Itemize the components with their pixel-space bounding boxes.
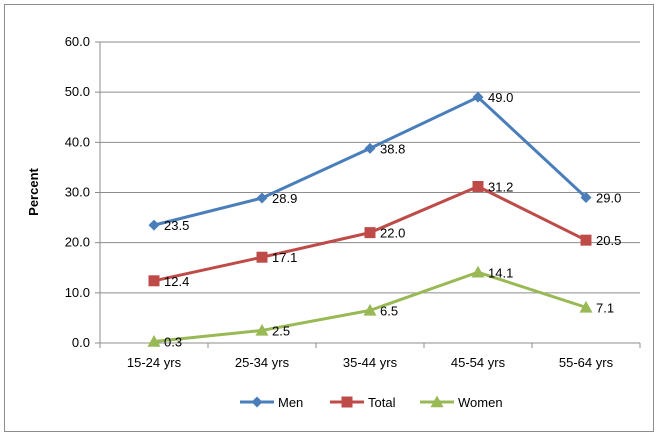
y-tick-label: 0.0	[72, 335, 90, 350]
data-point-marker	[471, 265, 485, 278]
data-label: 14.1	[488, 265, 513, 280]
data-label: 31.2	[488, 179, 513, 194]
y-tick-label: 40.0	[65, 134, 90, 149]
data-labels: 23.5 28.9 38.8 49.0 29.0 12.4 17.1 22.0 31.2 20.5…	[164, 90, 621, 349]
y-tick-label: 30.0	[65, 185, 90, 200]
data-label: 6.5	[380, 303, 398, 318]
data-point-marker	[579, 300, 593, 313]
x-tick-label: 25-34 yrs	[235, 355, 290, 370]
chart-frame	[4, 4, 654, 432]
series-line	[153, 95, 588, 227]
x-tick-label: 15-24 yrs	[127, 355, 182, 370]
legend-label: Men	[278, 395, 303, 410]
legend-label: Total	[368, 395, 396, 410]
data-point-marker	[148, 275, 160, 287]
legend-label: Women	[458, 395, 503, 410]
legend-marker	[430, 395, 444, 408]
data-label: 23.5	[164, 218, 189, 233]
y-tick-label: 20.0	[65, 235, 90, 250]
axes: 0.0 10.0 20.0 30.0 40.0 50.0 60.0 15-24 yrs 25-3…	[65, 34, 641, 370]
legend: Men Total Women	[240, 395, 503, 410]
data-point-marker	[256, 192, 268, 204]
data-label: 17.1	[272, 250, 297, 265]
data-point-marker	[255, 323, 269, 336]
data-label: 38.8	[380, 141, 405, 156]
y-axis-label: Percent	[26, 167, 41, 215]
x-tick-label: 35-44 yrs	[343, 355, 398, 370]
legend-marker	[251, 396, 263, 408]
data-label: 2.5	[272, 323, 290, 338]
data-label: 0.3	[164, 334, 182, 349]
data-label: 20.5	[596, 233, 621, 248]
series-total	[148, 180, 592, 287]
data-label: 7.1	[596, 300, 614, 315]
data-point-marker	[147, 334, 161, 347]
series-men	[148, 91, 592, 231]
legend-item-women: Women	[420, 395, 503, 410]
data-point-marker	[363, 303, 377, 316]
y-tick-label: 50.0	[65, 84, 90, 99]
data-label: 22.0	[380, 226, 405, 241]
legend-item-men: Men	[240, 395, 303, 410]
data-point-marker	[364, 227, 376, 239]
data-point-marker	[364, 142, 376, 154]
legend-item-total: Total	[330, 395, 396, 410]
grid-lines	[100, 41, 640, 294]
x-tick-label: 55-64 yrs	[559, 355, 614, 370]
data-point-marker	[472, 91, 484, 103]
data-label: 49.0	[488, 90, 513, 105]
series-women	[147, 265, 593, 347]
y-tick-label: 10.0	[65, 285, 90, 300]
data-point-marker	[148, 219, 160, 231]
legend-marker	[341, 396, 353, 408]
data-label: 28.9	[272, 191, 297, 206]
data-point-marker	[580, 234, 592, 246]
data-point-marker	[472, 180, 484, 192]
x-tick-label: 45-54 yrs	[451, 355, 506, 370]
data-label: 12.4	[164, 274, 189, 289]
y-tick-label: 60.0	[65, 34, 90, 49]
data-point-marker	[256, 251, 268, 263]
data-label: 29.0	[596, 191, 621, 206]
series	[147, 91, 593, 347]
data-point-marker	[580, 192, 592, 204]
